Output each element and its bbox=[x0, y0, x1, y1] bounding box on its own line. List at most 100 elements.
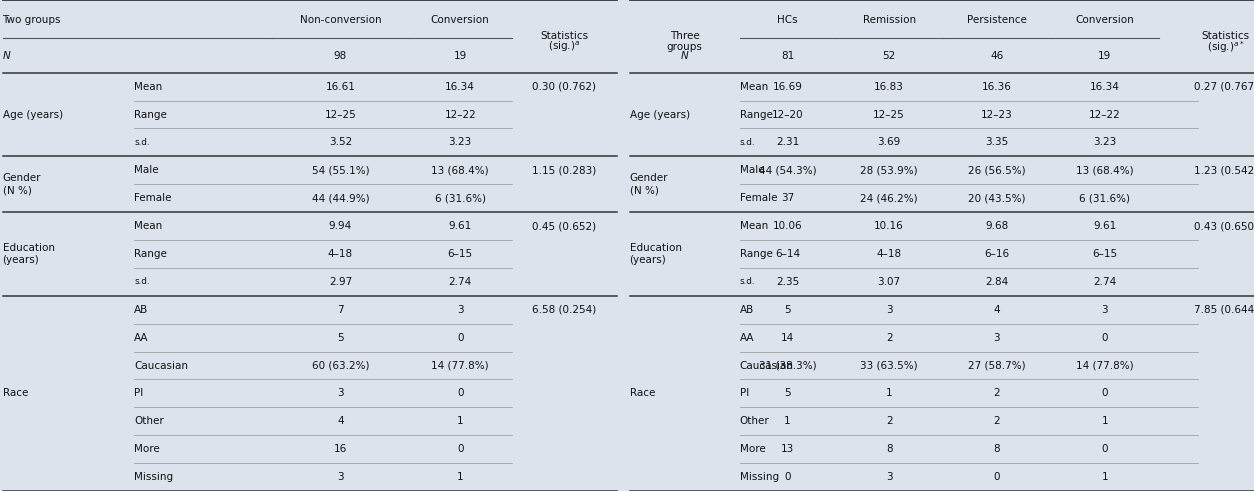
Text: 0.30 (0.762): 0.30 (0.762) bbox=[532, 82, 597, 92]
Text: 81: 81 bbox=[781, 52, 794, 61]
Text: 4–18: 4–18 bbox=[877, 249, 902, 259]
Text: Mean: Mean bbox=[740, 82, 769, 92]
Text: 8: 8 bbox=[885, 444, 893, 454]
Text: 0.43 (0.650): 0.43 (0.650) bbox=[1194, 221, 1254, 231]
Text: 13 (68.4%): 13 (68.4%) bbox=[1076, 165, 1134, 175]
Text: Other: Other bbox=[740, 416, 770, 426]
Text: 16.36: 16.36 bbox=[982, 82, 1012, 92]
Text: 8: 8 bbox=[993, 444, 1001, 454]
Text: 24 (46.2%): 24 (46.2%) bbox=[860, 193, 918, 203]
Text: Female: Female bbox=[134, 193, 172, 203]
Text: s.d.: s.d. bbox=[134, 138, 149, 147]
Text: 14 (77.8%): 14 (77.8%) bbox=[1076, 360, 1134, 371]
Text: Age (years): Age (years) bbox=[3, 109, 63, 119]
Text: Caucasian: Caucasian bbox=[740, 360, 794, 371]
Text: 0: 0 bbox=[456, 332, 464, 343]
Text: 52: 52 bbox=[883, 52, 895, 61]
Text: 0: 0 bbox=[1101, 444, 1109, 454]
Text: 2.31: 2.31 bbox=[776, 137, 799, 147]
Text: Education
(years): Education (years) bbox=[630, 243, 681, 265]
Text: 4–18: 4–18 bbox=[327, 249, 354, 259]
Text: 9.61: 9.61 bbox=[449, 221, 472, 231]
Text: 1.15 (0.283): 1.15 (0.283) bbox=[532, 165, 597, 175]
Text: More: More bbox=[740, 444, 766, 454]
Text: 33 (63.5%): 33 (63.5%) bbox=[860, 360, 918, 371]
Text: 5: 5 bbox=[784, 388, 791, 398]
Text: 54 (55.1%): 54 (55.1%) bbox=[312, 165, 369, 175]
Text: 3.52: 3.52 bbox=[329, 137, 352, 147]
Text: 0: 0 bbox=[993, 472, 1001, 482]
Text: 2.84: 2.84 bbox=[986, 277, 1008, 287]
Text: 0.27 (0.767): 0.27 (0.767) bbox=[1194, 82, 1254, 92]
Text: 3: 3 bbox=[993, 332, 1001, 343]
Text: 60 (63.2%): 60 (63.2%) bbox=[312, 360, 369, 371]
Text: Range: Range bbox=[740, 249, 772, 259]
Text: 6–15: 6–15 bbox=[1092, 249, 1117, 259]
Text: 3.07: 3.07 bbox=[878, 277, 900, 287]
Text: 2.97: 2.97 bbox=[329, 277, 352, 287]
Text: Two groups: Two groups bbox=[3, 15, 61, 25]
Text: 6 (31.6%): 6 (31.6%) bbox=[435, 193, 485, 203]
Text: 27 (58.7%): 27 (58.7%) bbox=[968, 360, 1026, 371]
Text: 3.69: 3.69 bbox=[878, 137, 900, 147]
Text: 37: 37 bbox=[781, 193, 794, 203]
Text: 16: 16 bbox=[334, 444, 347, 454]
Text: 5: 5 bbox=[337, 332, 344, 343]
Text: 1: 1 bbox=[456, 472, 464, 482]
Text: 44 (54.3%): 44 (54.3%) bbox=[759, 165, 816, 175]
Text: 26 (56.5%): 26 (56.5%) bbox=[968, 165, 1026, 175]
Text: Conversion: Conversion bbox=[1076, 15, 1134, 25]
Text: s.d.: s.d. bbox=[740, 138, 755, 147]
Text: 19: 19 bbox=[454, 52, 466, 61]
Text: 14 (77.8%): 14 (77.8%) bbox=[431, 360, 489, 371]
Text: Three: Three bbox=[670, 31, 700, 41]
Text: 16.34: 16.34 bbox=[445, 82, 475, 92]
Text: Mean: Mean bbox=[134, 221, 163, 231]
Text: 0: 0 bbox=[784, 472, 791, 482]
Text: Missing: Missing bbox=[134, 472, 173, 482]
Text: 16.61: 16.61 bbox=[326, 82, 355, 92]
Text: 16.83: 16.83 bbox=[874, 82, 904, 92]
Text: 2: 2 bbox=[885, 416, 893, 426]
Text: (sig.)$^{a*}$: (sig.)$^{a*}$ bbox=[1206, 39, 1245, 55]
Text: Male: Male bbox=[740, 165, 765, 175]
Text: Persistence: Persistence bbox=[967, 15, 1027, 25]
Text: 9.68: 9.68 bbox=[986, 221, 1008, 231]
Text: Gender
(N %): Gender (N %) bbox=[630, 173, 668, 195]
Text: s.d.: s.d. bbox=[740, 277, 755, 286]
Text: 4: 4 bbox=[337, 416, 344, 426]
Text: Range: Range bbox=[134, 109, 167, 119]
Text: 12–25: 12–25 bbox=[873, 109, 905, 119]
Text: 3: 3 bbox=[337, 388, 344, 398]
Text: 0: 0 bbox=[1101, 332, 1109, 343]
Text: Statistics: Statistics bbox=[540, 31, 588, 41]
Text: 12–22: 12–22 bbox=[444, 109, 477, 119]
Text: Gender
(N %): Gender (N %) bbox=[3, 173, 41, 195]
Text: 13 (68.4%): 13 (68.4%) bbox=[431, 165, 489, 175]
Text: 0: 0 bbox=[456, 444, 464, 454]
Text: 12–22: 12–22 bbox=[1088, 109, 1121, 119]
Text: 16.34: 16.34 bbox=[1090, 82, 1120, 92]
Text: 10.16: 10.16 bbox=[874, 221, 904, 231]
Text: Mean: Mean bbox=[740, 221, 769, 231]
Text: 0: 0 bbox=[1101, 388, 1109, 398]
Text: PI: PI bbox=[740, 388, 749, 398]
Text: s.d.: s.d. bbox=[134, 277, 149, 286]
Text: 3.23: 3.23 bbox=[449, 137, 472, 147]
Text: 12–25: 12–25 bbox=[325, 109, 356, 119]
Text: 2: 2 bbox=[993, 388, 1001, 398]
Text: (sig.)$^{a}$: (sig.)$^{a}$ bbox=[548, 40, 581, 54]
Text: 1.23 (0.542): 1.23 (0.542) bbox=[1194, 165, 1254, 175]
Text: 31 (38.3%): 31 (38.3%) bbox=[759, 360, 816, 371]
Text: 4: 4 bbox=[993, 305, 1001, 315]
Text: Mean: Mean bbox=[134, 82, 163, 92]
Text: 13: 13 bbox=[781, 444, 794, 454]
Text: PI: PI bbox=[134, 388, 143, 398]
Text: Range: Range bbox=[134, 249, 167, 259]
Text: AA: AA bbox=[134, 332, 149, 343]
Text: HCs: HCs bbox=[777, 15, 798, 25]
Text: 2.35: 2.35 bbox=[776, 277, 799, 287]
Text: 6 (31.6%): 6 (31.6%) bbox=[1080, 193, 1130, 203]
Text: N: N bbox=[681, 52, 688, 61]
Text: 1: 1 bbox=[1101, 416, 1109, 426]
